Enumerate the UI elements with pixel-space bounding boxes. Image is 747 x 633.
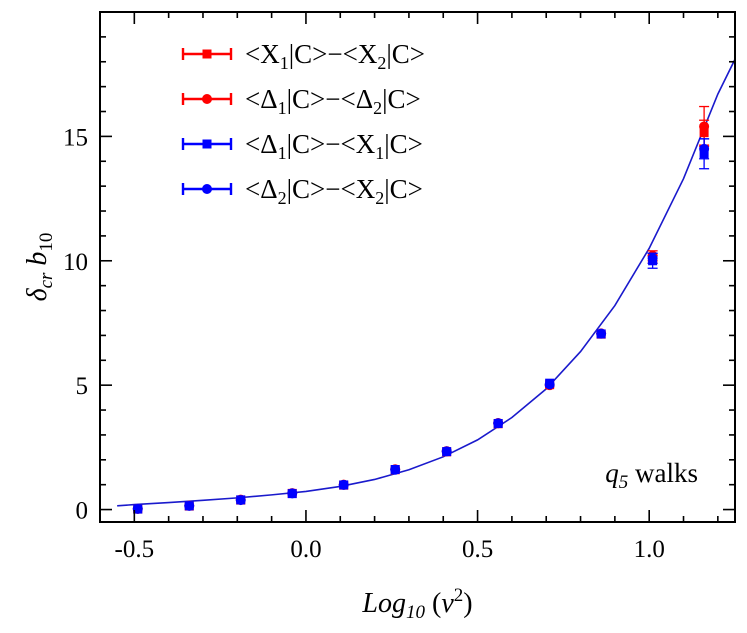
data-point — [596, 328, 607, 339]
legend-label: <Δ2|C>−<X2|C> — [245, 174, 423, 208]
legend-swatch-marker — [202, 94, 212, 104]
x-tick-label: 0.0 — [290, 536, 321, 563]
plot-frame — [99, 11, 736, 523]
x-tick-label: 1.0 — [634, 536, 665, 563]
axis-ticks: -0.5 0.0 0.5 1.0 0 5 10 15 — [63, 12, 735, 563]
data-point — [184, 500, 195, 511]
data-points-layer — [132, 105, 710, 514]
legend-label: <Δ1|C>−<Δ2|C> — [245, 84, 421, 118]
x-axis-label: Log10 (ν2) — [361, 585, 472, 623]
legend-swatch-marker — [202, 139, 212, 149]
y-tick-label: 0 — [76, 498, 89, 525]
data-point — [493, 418, 504, 429]
walks-annotation: q5 walks — [605, 458, 698, 493]
data-point — [132, 503, 143, 514]
fit-curve-line — [117, 58, 735, 507]
series-4 — [132, 138, 710, 514]
y-tick-label: 15 — [63, 124, 88, 151]
legend-label: <X1|C>−<X2|C> — [245, 39, 425, 73]
legend-swatch-marker — [202, 184, 212, 194]
legend-item: <Δ1|C>−<X1|C> — [181, 129, 423, 163]
y-tick-label: 5 — [76, 373, 89, 400]
y-axis-label: δcr b10 — [22, 233, 57, 302]
y-tick-label: 10 — [63, 249, 88, 276]
x-tick-label: 0.5 — [462, 536, 493, 563]
fit-curve-layer — [117, 58, 735, 507]
data-point — [287, 488, 298, 499]
data-point — [390, 464, 401, 475]
data-point — [699, 143, 710, 154]
data-point — [235, 495, 246, 506]
legend-swatch-marker — [202, 49, 212, 59]
data-point — [699, 121, 710, 132]
legend-item: <X1|C>−<X2|C> — [181, 39, 425, 73]
legend-item: <Δ2|C>−<X2|C> — [181, 174, 423, 208]
legend-item: <Δ1|C>−<Δ2|C> — [181, 84, 421, 118]
data-point — [338, 479, 349, 490]
data-point — [647, 253, 658, 264]
legend: <X1|C>−<X2|C> <Δ1|C>−<Δ2|C> <Δ1|C>−<X1|C> <… — [181, 39, 425, 208]
legend-label: <Δ1|C>−<X1|C> — [245, 129, 423, 163]
data-point — [544, 379, 555, 390]
data-point — [441, 446, 452, 457]
x-tick-label: -0.5 — [115, 536, 155, 563]
